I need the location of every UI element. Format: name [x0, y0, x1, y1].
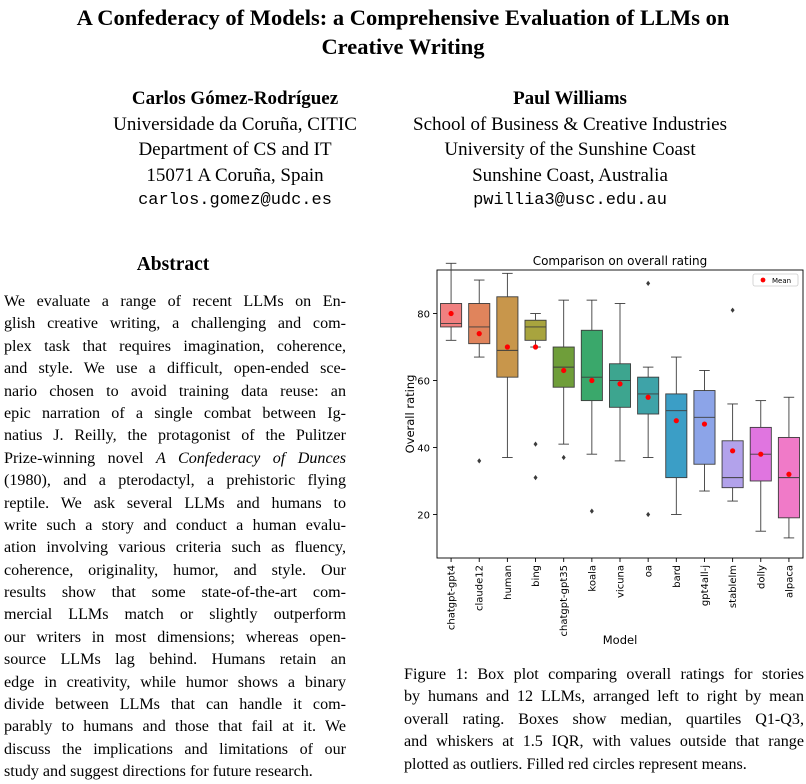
caption-line: overall rating. Boxes show median, quart… [404, 710, 804, 728]
author-affiliation: School of Business & Creative Industries [413, 113, 727, 135]
abstract-line: ation involving various criteria such as… [4, 539, 346, 557]
mean-point [786, 471, 792, 477]
abstract-line: source LLMs lag behind. Humans retain an [4, 651, 346, 669]
mean-point [758, 451, 764, 457]
title-line-2: Creative Writing [321, 34, 485, 59]
abstract-line: and style. We use a difficult, open-ende… [4, 360, 346, 378]
x-tick-label: chatgpt-gpt4 [447, 565, 458, 630]
author-affiliation: Department of CS and IT [138, 139, 332, 160]
x-tick-label: claude12 [475, 565, 486, 611]
mean-point [617, 381, 623, 387]
author-block-2: Paul Williams School of Business & Creat… [384, 86, 756, 214]
abstract-line: We evaluate a range of recent LLMs on En… [4, 293, 346, 310]
mean-point [589, 377, 595, 384]
mean-point [561, 367, 567, 374]
author-affiliation: Sunshine Coast, Australia [472, 164, 668, 186]
author-email: carlos.gomez@udc.es [138, 191, 332, 210]
outlier-point [589, 508, 594, 514]
outlier-point [533, 475, 538, 481]
x-tick-label: chatgpt-gpt35 [559, 565, 570, 636]
abstract-line: epic narration of a single combat betwee… [4, 404, 346, 422]
abstract-line: natius J. Reilly, the protagonist of the… [4, 427, 346, 445]
abstract-line: Prize-winning novel A Confederacy of Dun… [4, 448, 346, 470]
box-gpt4all-j [693, 390, 716, 465]
abstract-line: (1980), and a pterodactyl, a prehistoric… [4, 472, 346, 490]
abstract-line: edge in creativity, while humor shows a … [4, 673, 346, 691]
abstract-line: divide between LLMs that can handle it c… [4, 696, 346, 714]
mean-point [673, 418, 679, 424]
y-axis-label: Overall rating [403, 375, 417, 454]
author-affiliation: 15071 A Coruña, Spain [146, 164, 324, 186]
outlier-point [646, 280, 651, 286]
abstract-line: our writers in most dimensions; whereas … [4, 628, 346, 646]
abstract-line-text: Prize-winning novel [4, 449, 156, 467]
outlier-point [646, 511, 651, 518]
box-bing [524, 319, 547, 341]
abstract-body: We evaluate a range of recent LLMs on En… [4, 291, 346, 784]
mean-point [645, 394, 651, 400]
caption-line: and whiskers at 1.5 IQR, with values out… [404, 733, 804, 751]
abstract-line: glish creative writing, a challenging an… [4, 315, 346, 333]
author-email: pwillia3@usc.edu.au [473, 191, 667, 210]
author-affiliation: Universidade da Coruña, CITIC [113, 113, 357, 135]
paper-title: A Confederacy of Models: a Comprehensive… [0, 3, 806, 61]
y-tick-label: 60 [417, 377, 430, 388]
abstract-line: coherence, originality, humor, and style… [4, 561, 346, 579]
x-tick-label: gpt4all-j [700, 565, 711, 606]
box-bard [665, 393, 688, 479]
x-tick-label: bing [531, 565, 542, 587]
box-koala [580, 329, 603, 402]
legend-box [752, 273, 799, 287]
x-tick-label: dolly [756, 565, 767, 589]
chart-title: Comparison on overall rating [533, 254, 708, 268]
caption-line: plotted as outliers. Filled red circles … [404, 755, 747, 773]
legend-marker [760, 277, 766, 283]
box-claude12 [468, 303, 491, 345]
box-human [496, 296, 519, 378]
legend-label: Mean [772, 277, 791, 285]
abstract-line: reptile. We ask several LLMs and humans … [4, 494, 346, 512]
outlier-point [477, 458, 482, 464]
x-tick-label: vicuna [616, 565, 627, 598]
abstract-line: plex task that requires imagination, coh… [4, 337, 346, 355]
box-stablelm [721, 440, 744, 489]
mean-point [701, 421, 708, 427]
mean-point [476, 331, 482, 337]
caption-line: by humans and 12 LLMs, arranged left to … [404, 688, 804, 706]
x-tick-label: koala [587, 565, 598, 592]
caption-line: Figure 1: Box plot comparing overall rat… [404, 666, 804, 683]
abstract-line: write such a story and conduct a human e… [4, 516, 346, 534]
abstract-line: study and suggest directions for future … [4, 763, 313, 781]
y-tick-label: 20 [417, 510, 430, 521]
box-plot-chart: Comparison on overall rating 20 40 60 80 Over… [403, 254, 804, 647]
abstract-heading: Abstract [136, 254, 210, 275]
y-tick-label: 80 [417, 310, 430, 321]
x-tick-label: stablelm [728, 565, 739, 608]
outlier-point [561, 454, 566, 461]
outlier-point [730, 307, 735, 313]
novel-title: A Confederacy of Dunces [155, 449, 347, 467]
x-tick-label: human [503, 565, 514, 600]
mean-point [730, 448, 736, 454]
x-axis-label: Model [603, 633, 638, 647]
abstract-line: parably to humans and those that fail at… [4, 718, 346, 736]
abstract-line: mercial LLMs match or slightly outperfor… [4, 606, 346, 624]
abstract-line: results show that some state-of-the-art … [4, 584, 346, 602]
figure-caption: Figure 1: Box plot comparing overall rat… [404, 664, 804, 776]
author-name: Carlos Gómez-Rodríguez [131, 88, 339, 109]
mean-point [448, 310, 454, 317]
author-affiliation: University of the Sunshine Coast [444, 139, 696, 160]
mean-point [504, 344, 510, 350]
x-tick-label: bard [672, 565, 683, 588]
author-name: Paul Williams [513, 88, 627, 109]
abstract-line: discuss the implications and limitations… [4, 740, 346, 758]
author-block-1: Carlos Gómez-Rodríguez Universidade da C… [54, 86, 416, 214]
x-tick-label: oa [644, 565, 655, 577]
y-tick-label: 40 [417, 443, 430, 454]
outlier-point [533, 441, 538, 447]
mean-point [532, 344, 539, 350]
x-tick-label: alpaca [784, 565, 795, 598]
abstract-line: nario chosen to avoid training data reus… [4, 382, 346, 400]
title-line-1: A Confederacy of Models: a Comprehensive… [76, 5, 730, 30]
